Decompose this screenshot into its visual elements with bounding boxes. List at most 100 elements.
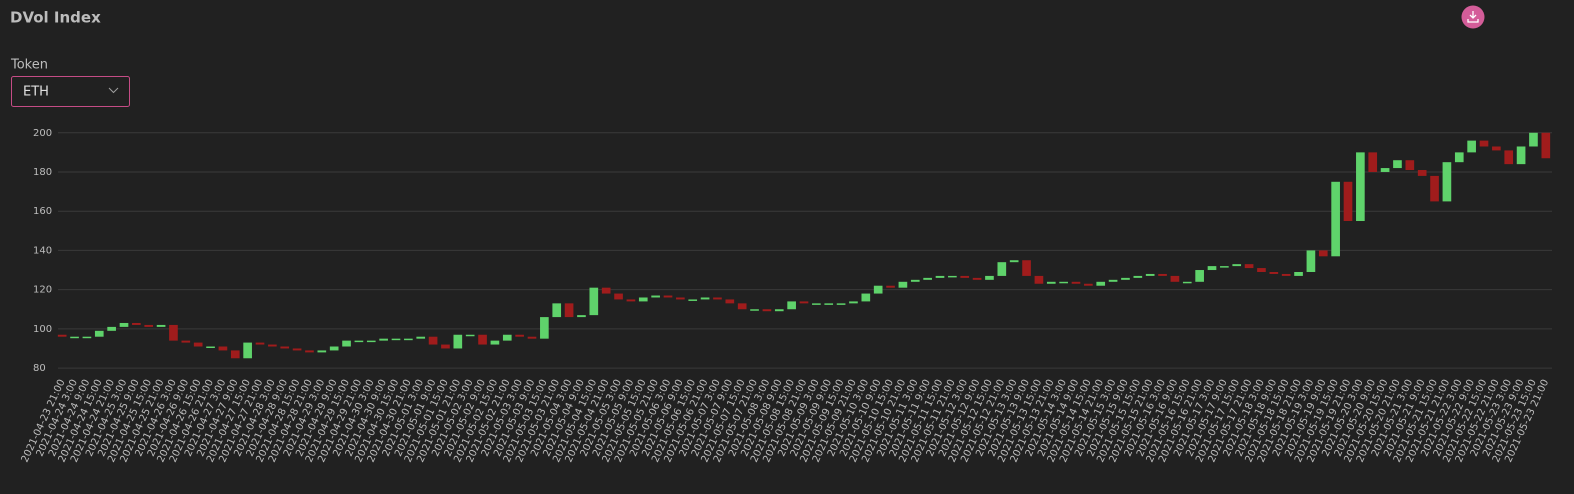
- candle-body: [428, 336, 438, 345]
- dropdown-chevron[interactable]: [108, 87, 119, 94]
- y-tick-label: 100: [33, 324, 52, 335]
- candle-body: [750, 309, 759, 311]
- candle-body: [416, 336, 426, 339]
- candle-body: [1133, 275, 1143, 278]
- candle-body: [651, 295, 660, 298]
- candle-body: [156, 324, 166, 327]
- candle-body: [1257, 268, 1266, 272]
- candle-body: [540, 317, 549, 339]
- candle-body: [57, 334, 67, 337]
- candle-body: [898, 281, 908, 288]
- candle-body: [1454, 152, 1464, 163]
- candle-body: [107, 326, 116, 331]
- candle-body: [737, 303, 747, 310]
- candle-body: [1009, 260, 1019, 263]
- candle-body: [1096, 281, 1106, 286]
- candle-body: [515, 334, 524, 337]
- token-label: Token: [10, 58, 48, 73]
- candle-body: [1232, 264, 1242, 267]
- candle-body: [181, 340, 191, 343]
- candle-body: [292, 348, 302, 351]
- candle-body: [1269, 271, 1279, 274]
- candle-body: [614, 293, 623, 300]
- candle-body: [873, 285, 883, 294]
- candle-body: [849, 301, 858, 304]
- candle-body: [910, 279, 920, 282]
- candle-body: [1195, 270, 1204, 282]
- candle-body: [836, 303, 846, 305]
- y-tick-label: 80: [33, 363, 46, 374]
- dropdown-value[interactable]: ETH: [23, 85, 49, 100]
- y-tick-label: 160: [33, 206, 52, 217]
- candle-body: [1121, 277, 1130, 280]
- candle-body: [663, 295, 673, 298]
- candle-body: [144, 324, 154, 327]
- candle-body: [1071, 281, 1081, 284]
- candle-body: [787, 301, 796, 310]
- candle-body: [342, 340, 351, 347]
- download-icon[interactable]: [1467, 11, 1479, 23]
- candle-body: [230, 350, 240, 359]
- candle-body: [1430, 175, 1439, 202]
- candle-body: [119, 322, 129, 327]
- candle-body: [1343, 181, 1353, 222]
- candle-body: [366, 340, 376, 343]
- candle-body: [1084, 283, 1093, 286]
- candle-body: [1442, 162, 1452, 202]
- candle-body: [1331, 181, 1340, 257]
- candle-body: [70, 336, 79, 339]
- candle-body: [1516, 146, 1526, 165]
- candle-body: [1145, 273, 1155, 276]
- candle-body: [861, 293, 871, 302]
- candle-body: [218, 346, 228, 351]
- candle-body: [379, 338, 388, 341]
- candle-body: [824, 303, 834, 305]
- candle-body: [589, 287, 599, 316]
- candle-body: [935, 275, 945, 278]
- candle-body: [626, 299, 636, 302]
- candle-body: [1059, 281, 1068, 284]
- candle-body: [1504, 150, 1514, 165]
- candle-body: [1356, 152, 1365, 222]
- candle-body: [774, 309, 784, 312]
- candle-body: [1034, 275, 1044, 284]
- candle-body: [577, 315, 586, 318]
- candle-body: [317, 350, 327, 353]
- candle-body: [132, 322, 141, 325]
- candle-body: [391, 338, 401, 341]
- candle-body: [1492, 146, 1501, 151]
- candle-body: [1046, 281, 1056, 284]
- candle-body: [478, 334, 487, 345]
- token-dropdown[interactable]: ETH: [11, 76, 130, 107]
- candle-body: [948, 275, 957, 278]
- candle-body: [997, 262, 1007, 276]
- candle-body: [280, 346, 290, 349]
- candle-body: [1207, 266, 1217, 271]
- candle-body: [1541, 132, 1551, 159]
- candle-body: [1244, 264, 1254, 269]
- candle-body: [688, 299, 698, 301]
- candle-body: [1022, 260, 1031, 276]
- candle-body: [354, 340, 364, 343]
- candle-body: [1108, 279, 1118, 282]
- chart-title: DVol Index: [10, 9, 101, 27]
- candle-body: [1306, 250, 1316, 272]
- candle-body: [1170, 275, 1180, 282]
- candle-body: [601, 287, 611, 294]
- candle-body: [465, 334, 475, 337]
- candle-body: [193, 342, 203, 347]
- candle-body: [1417, 170, 1427, 176]
- dropdown-box[interactable]: [11, 76, 130, 107]
- y-tick-label: 120: [33, 285, 52, 296]
- candle-body: [527, 336, 537, 339]
- y-tick-label: 180: [33, 167, 52, 178]
- candle-body: [564, 303, 574, 318]
- candle-body: [676, 297, 685, 300]
- download-button[interactable]: [1461, 5, 1485, 29]
- candle-body: [638, 297, 648, 302]
- y-tick-label: 140: [33, 245, 52, 256]
- candle-body: [725, 299, 735, 304]
- candle-body: [1294, 271, 1303, 276]
- candle-body: [329, 346, 339, 351]
